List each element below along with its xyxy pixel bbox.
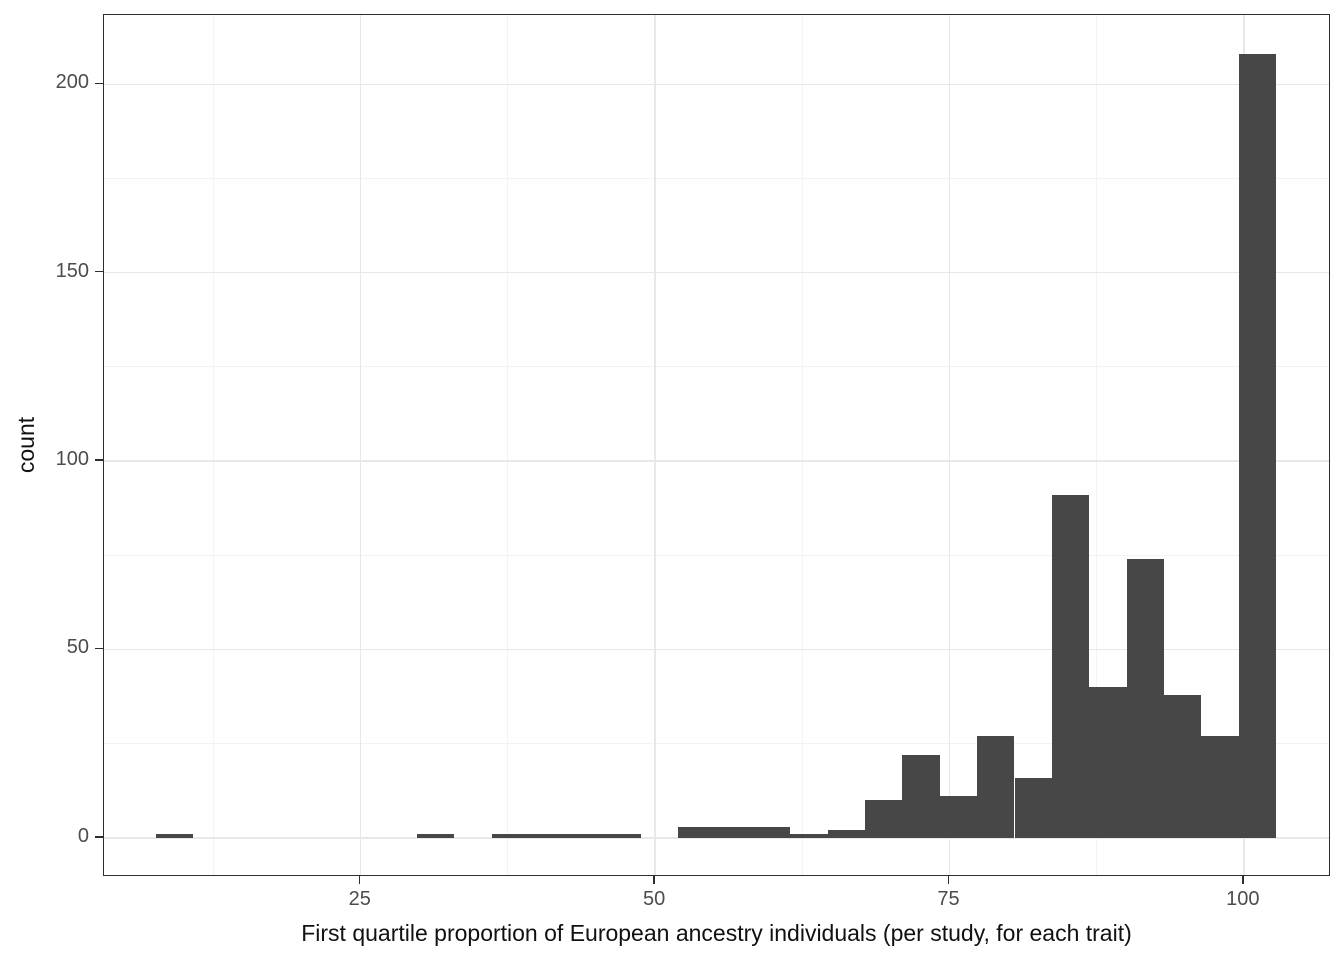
- histogram-bar: [678, 826, 716, 838]
- y-minor-gridline: [104, 554, 1329, 556]
- x-tick-mark: [653, 876, 655, 884]
- histogram-bar: [715, 826, 754, 838]
- y-tick-mark: [95, 270, 103, 273]
- x-axis-title: First quartile proportion of European an…: [301, 920, 1132, 946]
- histogram-bar: [1014, 777, 1052, 838]
- histogram-bar: [977, 736, 1015, 838]
- y-tick-label: 50: [66, 636, 89, 659]
- histogram-bar: [529, 834, 567, 838]
- histogram-bar: [902, 754, 940, 838]
- histogram-bar: [939, 796, 978, 838]
- histogram-bar: [1089, 687, 1127, 838]
- y-minor-gridline: [104, 178, 1329, 179]
- y-major-gridline: [104, 648, 1329, 651]
- histogram-bar: [753, 826, 791, 838]
- y-tick-mark: [95, 647, 103, 650]
- histogram-bar: [1201, 736, 1239, 838]
- x-tick-label: 100: [1226, 888, 1260, 910]
- y-minor-gridline: [104, 366, 1329, 368]
- x-tick-mark: [1242, 876, 1244, 884]
- x-tick-label: 50: [642, 888, 666, 910]
- x-major-gridline: [359, 15, 362, 875]
- y-major-gridline: [104, 271, 1329, 274]
- histogram-bar: [1163, 694, 1202, 838]
- y-tick-label: 150: [55, 259, 89, 282]
- y-tick-mark: [95, 82, 103, 85]
- x-tick-label: 25: [348, 888, 371, 910]
- y-major-gridline: [104, 83, 1329, 86]
- x-major-gridline: [948, 15, 951, 875]
- y-tick-mark: [95, 459, 103, 461]
- x-minor-gridline: [801, 15, 803, 875]
- y-tick-mark: [95, 836, 103, 838]
- y-tick-label: 100: [55, 448, 89, 471]
- histogram-bar: [566, 834, 604, 838]
- histogram-bar: [491, 834, 530, 838]
- x-minor-gridline: [1096, 15, 1098, 875]
- histogram-bar: [1238, 54, 1276, 838]
- x-minor-gridline: [213, 15, 214, 875]
- x-tick-mark: [358, 876, 361, 884]
- y-minor-gridline: [104, 743, 1329, 745]
- histogram-bar: [865, 800, 903, 838]
- histogram-bar: [790, 834, 828, 838]
- x-tick-mark: [947, 876, 950, 884]
- histogram-bar: [1126, 559, 1164, 838]
- histogram-bar: [155, 834, 194, 838]
- y-tick-label: 200: [55, 71, 89, 94]
- histogram-bar: [1051, 494, 1090, 838]
- y-major-gridline: [104, 837, 1329, 839]
- histogram-bar: [417, 834, 455, 838]
- y-tick-label: 0: [77, 824, 89, 847]
- x-major-gridline: [654, 15, 656, 875]
- histogram-bar: [603, 834, 642, 838]
- x-minor-gridline: [507, 15, 509, 875]
- y-axis-title: count: [13, 416, 39, 474]
- plot-panel: [103, 14, 1330, 876]
- y-major-gridline: [104, 460, 1329, 462]
- histogram-bar: [827, 830, 866, 838]
- x-tick-label: 75: [937, 888, 960, 910]
